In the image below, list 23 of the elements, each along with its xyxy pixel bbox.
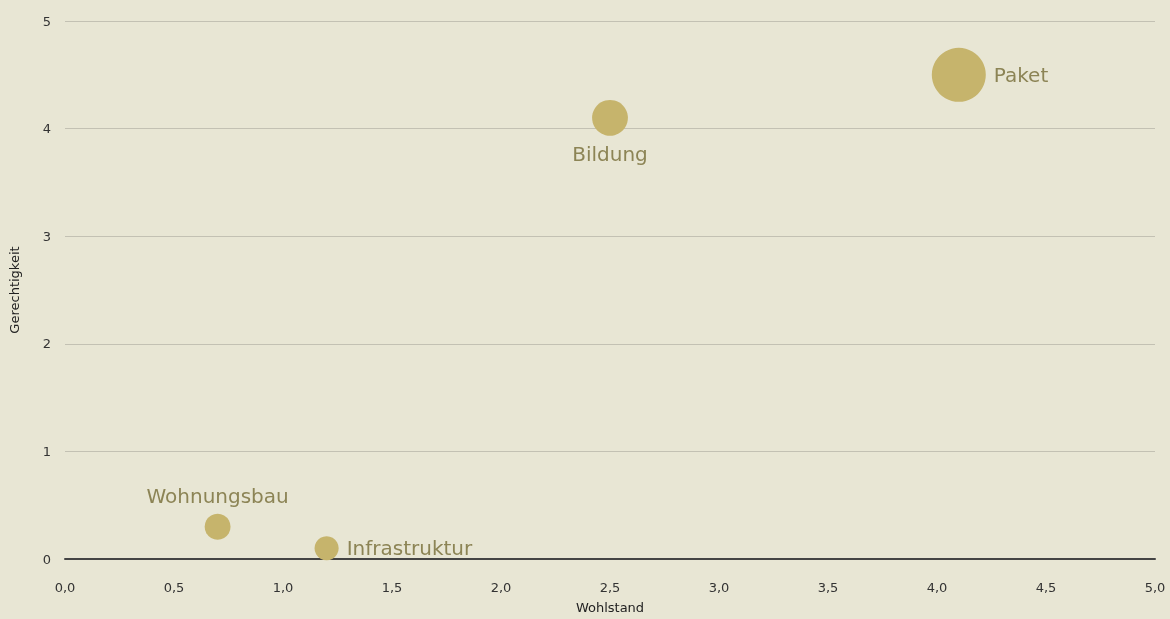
x-tick-label: 2,0: [490, 580, 512, 595]
x-tick-label: 3,0: [708, 580, 730, 595]
x-tick-label: 1,5: [381, 580, 403, 595]
y-axis-title: Gerechtigkeit: [7, 246, 22, 334]
x-tick-label: 4,0: [926, 580, 948, 595]
y-tick-label: 3: [42, 228, 51, 244]
x-tick-label: 0,0: [54, 580, 76, 595]
x-tick-label: 1,0: [272, 580, 294, 595]
x-tick-label: 3,5: [817, 580, 839, 595]
x-tick-label: 0,5: [163, 580, 185, 595]
x-tick-label: 2,5: [599, 580, 621, 595]
x-tick-label: 4,5: [1035, 580, 1057, 595]
series-label: Bildung: [572, 141, 648, 166]
y-tick-label: 4: [42, 121, 51, 137]
y-tick-label: 0: [42, 551, 51, 567]
series-label: Paket: [993, 62, 1049, 87]
x-tick-label: 5,0: [1144, 580, 1166, 595]
y-tick-label: 2: [42, 336, 51, 352]
x-axis-title: Wohlstand: [575, 600, 645, 615]
y-tick-label: 5: [42, 13, 51, 29]
series-label: Wohnungsbau: [146, 483, 289, 508]
series-label: Infrastruktur: [346, 536, 474, 561]
y-tick-label: 1: [42, 443, 51, 459]
